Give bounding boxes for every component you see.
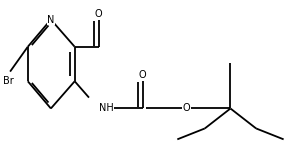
Text: O: O [183,103,190,114]
Text: NH: NH [99,103,113,114]
Text: O: O [139,70,146,80]
Text: N: N [47,15,54,25]
Text: Br: Br [3,76,14,86]
Text: O: O [95,9,102,19]
